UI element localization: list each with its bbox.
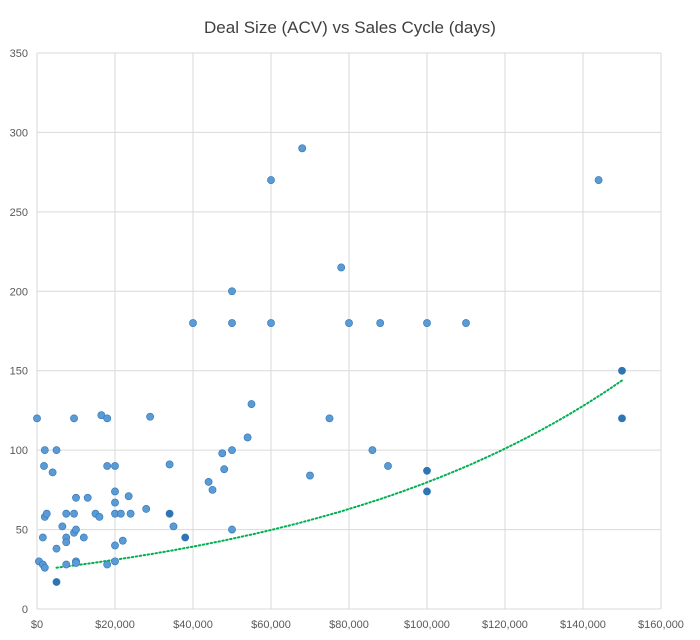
x-axis-tick-labels: $0 $20,000 $40,000 $60,000 $80,000 $100,000 $1… bbox=[31, 619, 684, 631]
data-point bbox=[618, 414, 626, 423]
data-point bbox=[52, 578, 61, 586]
data-point bbox=[116, 509, 125, 518]
data-point bbox=[220, 465, 229, 474]
data-point bbox=[62, 538, 71, 547]
trendline-path bbox=[55, 379, 623, 569]
data-point bbox=[423, 487, 431, 496]
data-point bbox=[111, 557, 119, 566]
x-tick-label: $120,000 bbox=[482, 619, 528, 631]
data-point bbox=[124, 492, 133, 501]
data-point bbox=[243, 433, 252, 442]
data-point bbox=[247, 400, 256, 408]
data-point bbox=[423, 319, 431, 327]
data-point bbox=[228, 525, 236, 534]
data-point bbox=[103, 414, 112, 423]
data-point bbox=[218, 449, 227, 458]
x-tick-label: $100,000 bbox=[404, 619, 450, 631]
data-point bbox=[33, 414, 41, 423]
data-point bbox=[267, 319, 275, 327]
data-point bbox=[58, 522, 67, 531]
y-tick-label: 150 bbox=[10, 366, 28, 378]
data-point bbox=[62, 509, 71, 518]
data-points bbox=[33, 144, 626, 586]
y-tick-label: 350 bbox=[10, 48, 28, 60]
data-point bbox=[40, 446, 49, 455]
data-point bbox=[345, 319, 353, 327]
data-point bbox=[83, 493, 92, 502]
data-point bbox=[189, 319, 197, 327]
data-point bbox=[146, 412, 154, 421]
x-tick-label: $20,000 bbox=[95, 619, 135, 631]
data-point bbox=[103, 462, 112, 470]
data-point bbox=[594, 176, 603, 184]
data-point bbox=[72, 525, 80, 534]
y-tick-label: 50 bbox=[16, 525, 28, 537]
data-point bbox=[38, 533, 47, 542]
data-point bbox=[306, 471, 314, 480]
data-point bbox=[79, 533, 88, 542]
y-tick-label: 200 bbox=[10, 286, 28, 298]
data-point bbox=[181, 533, 190, 542]
data-point bbox=[228, 446, 236, 455]
y-tick-label: 0 bbox=[22, 604, 28, 616]
data-point bbox=[462, 319, 470, 327]
x-tick-label: $140,000 bbox=[560, 619, 606, 631]
data-point bbox=[208, 485, 217, 494]
data-point bbox=[165, 460, 174, 469]
data-point bbox=[126, 509, 135, 518]
data-point bbox=[368, 446, 377, 455]
y-axis-tick-labels: 0 50 100 150 200 250 300 350 bbox=[10, 48, 28, 616]
x-tick-label: $60,000 bbox=[251, 619, 291, 631]
x-tick-label: $160,000 bbox=[638, 619, 684, 631]
x-tick-label: $80,000 bbox=[329, 619, 369, 631]
data-point bbox=[95, 512, 104, 521]
data-point bbox=[40, 462, 48, 470]
data-point bbox=[423, 466, 431, 475]
data-point bbox=[228, 287, 236, 296]
data-point bbox=[72, 559, 80, 567]
data-point bbox=[618, 366, 626, 375]
y-tick-label: 100 bbox=[10, 445, 28, 457]
x-tick-label: $40,000 bbox=[173, 619, 213, 631]
data-point bbox=[70, 509, 78, 518]
y-tick-label: 250 bbox=[10, 207, 28, 219]
data-point bbox=[118, 536, 127, 545]
data-point bbox=[70, 414, 78, 423]
data-point bbox=[72, 493, 80, 502]
data-point bbox=[42, 509, 51, 518]
data-point bbox=[267, 176, 275, 184]
data-point bbox=[169, 522, 178, 531]
data-point bbox=[52, 544, 61, 553]
data-point bbox=[337, 263, 346, 272]
data-point bbox=[165, 509, 174, 518]
data-point bbox=[376, 319, 385, 327]
data-point bbox=[298, 144, 307, 153]
data-point bbox=[111, 462, 119, 470]
data-point bbox=[62, 560, 71, 569]
data-point bbox=[111, 498, 119, 507]
data-point bbox=[48, 468, 57, 477]
data-point bbox=[204, 478, 213, 486]
gridlines bbox=[36, 52, 662, 610]
y-tick-label: 300 bbox=[10, 127, 28, 139]
data-point bbox=[111, 541, 119, 550]
data-point bbox=[325, 414, 334, 423]
data-point bbox=[384, 462, 392, 470]
data-point bbox=[142, 505, 151, 513]
data-point bbox=[52, 446, 61, 455]
data-point bbox=[111, 487, 119, 496]
trendline bbox=[55, 379, 623, 569]
x-tick-label: $0 bbox=[31, 619, 43, 631]
chart-title: Deal Size (ACV) vs Sales Cycle (days) bbox=[204, 18, 496, 37]
data-point bbox=[40, 563, 49, 572]
data-point bbox=[103, 560, 112, 569]
data-point bbox=[228, 319, 236, 327]
